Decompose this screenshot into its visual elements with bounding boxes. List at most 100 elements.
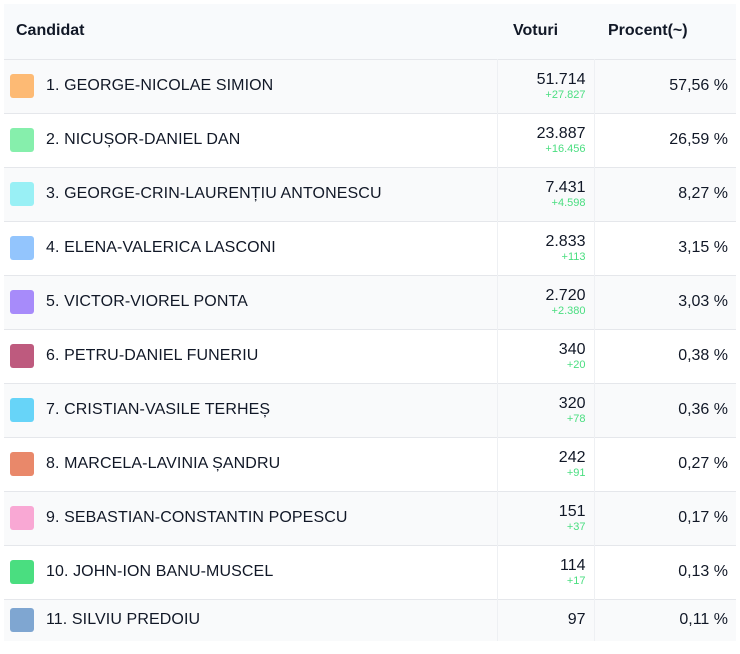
- candidate-cell: 8. MARCELA-LAVINIA ȘANDRU: [4, 437, 497, 491]
- table-row: 8. MARCELA-LAVINIA ȘANDRU 242 +91 0,27 %: [4, 437, 736, 491]
- candidate-cell: 4. ELENA-VALERICA LASCONI: [4, 221, 497, 275]
- percent-cell: 26,59 %: [593, 113, 736, 167]
- color-swatch-icon: [10, 344, 34, 368]
- votes-value: 97: [567, 611, 586, 629]
- table-row: 3. GEORGE-CRIN-LAURENȚIU ANTONESCU 7.431 +…: [4, 167, 736, 221]
- percent-value: 0,27 %: [678, 455, 728, 472]
- table-row: 2. NICUȘOR-DANIEL DAN 23.887 +16.456 26,59 …: [4, 113, 736, 167]
- candidate-cell: 7. CRISTIAN-VASILE TERHEȘ: [4, 383, 497, 437]
- percent-cell: 8,27 %: [593, 167, 736, 221]
- votes-cell: 2.833 +113: [496, 221, 594, 275]
- percent-value: 0,38 %: [678, 347, 728, 364]
- votes-value: 2.720: [545, 286, 586, 304]
- candidate-name: 7. CRISTIAN-VASILE TERHEȘ: [46, 401, 271, 418]
- candidate-name: 3. GEORGE-CRIN-LAURENȚIU ANTONESCU: [46, 185, 382, 202]
- percent-cell: 57,56 %: [593, 59, 736, 113]
- votes-wrap: 242 +91: [498, 448, 594, 479]
- votes-wrap: 2.720 +2.380: [498, 286, 594, 317]
- header-row: Candidat Voturi Procent(~): [4, 4, 736, 59]
- table-row: 9. SEBASTIAN-CONSTANTIN POPESCU 151 +37 0,1…: [4, 491, 736, 545]
- candidate-name-wrap: 11. SILVIU PREDOIU: [4, 608, 497, 633]
- color-swatch-icon: [10, 128, 34, 152]
- results-table-container: Candidat Voturi Procent(~) 1. GEORGE-NIC…: [4, 4, 736, 646]
- votes-wrap: 23.887 +16.456: [498, 124, 594, 155]
- votes-value: 23.887: [536, 124, 586, 142]
- percent-value: 0,36 %: [678, 401, 728, 418]
- table-row: 10. JOHN-ION BANU-MUSCEL 114 +17 0,13 %: [4, 545, 736, 599]
- candidate-cell: 5. VICTOR-VIOREL PONTA: [4, 275, 497, 329]
- votes-cell: 320 +78: [496, 383, 594, 437]
- candidate-name-wrap: 9. SEBASTIAN-CONSTANTIN POPESCU: [4, 506, 497, 530]
- votes-wrap: 340 +20: [498, 341, 594, 371]
- candidate-cell: 1. GEORGE-NICOLAE SIMION: [4, 59, 497, 113]
- candidate-name: 1. GEORGE-NICOLAE SIMION: [46, 77, 274, 94]
- candidate-name: 4. ELENA-VALERICA LASCONI: [46, 239, 276, 256]
- table-row: 1. GEORGE-NICOLAE SIMION 51.714 +27.827 57,…: [4, 59, 736, 113]
- header-percent: Procent(~): [608, 22, 688, 40]
- candidate-name: 6. PETRU-DANIEL FUNERIU: [46, 347, 259, 364]
- votes-delta: +78: [566, 412, 586, 425]
- votes-cell: 2.720 +2.380: [496, 275, 594, 329]
- votes-delta: +4.598: [551, 196, 586, 209]
- percent-cell: 0,38 %: [593, 329, 736, 383]
- votes-wrap: 51.714 +27.827: [498, 70, 594, 101]
- candidate-name-wrap: 8. MARCELA-LAVINIA ȘANDRU: [4, 452, 497, 476]
- table-row: 6. PETRU-DANIEL FUNERIU 340 +20 0,38 %: [4, 329, 736, 383]
- votes-value: 114: [559, 556, 586, 574]
- candidate-name: 2. NICUȘOR-DANIEL DAN: [46, 131, 241, 148]
- votes-delta: +113: [561, 250, 586, 263]
- votes-cell: 97: [496, 599, 594, 641]
- percent-value: 3,15 %: [678, 239, 728, 256]
- percent-cell: 0,36 %: [593, 383, 736, 437]
- color-swatch-icon: [10, 608, 34, 633]
- votes-value: 242: [558, 448, 586, 466]
- candidate-name: 5. VICTOR-VIOREL PONTA: [46, 293, 248, 310]
- table-row: 5. VICTOR-VIOREL PONTA 2.720 +2.380 3,03 %: [4, 275, 736, 329]
- candidate-cell: 9. SEBASTIAN-CONSTANTIN POPESCU: [4, 491, 497, 545]
- votes-delta: +17: [566, 574, 586, 587]
- candidate-name-wrap: 1. GEORGE-NICOLAE SIMION: [4, 74, 497, 98]
- candidate-name: 11. SILVIU PREDOIU: [46, 611, 201, 629]
- percent-value: 26,59 %: [669, 131, 728, 148]
- candidate-cell: 6. PETRU-DANIEL FUNERIU: [4, 329, 497, 383]
- table-row: 7. CRISTIAN-VASILE TERHEȘ 320 +78 0,36 %: [4, 383, 736, 437]
- percent-value: 8,27 %: [678, 185, 728, 202]
- percent-cell: 0,17 %: [593, 491, 736, 545]
- color-swatch-icon: [10, 290, 34, 314]
- color-swatch-icon: [10, 74, 34, 98]
- votes-value: 151: [558, 502, 586, 520]
- votes-value: 51.714: [536, 70, 586, 88]
- votes-cell: 7.431 +4.598: [496, 167, 594, 221]
- table-row: 4. ELENA-VALERICA LASCONI 2.833 +113 3,15 %: [4, 221, 736, 275]
- votes-delta: +37: [566, 520, 586, 533]
- percent-value: 0,11 %: [679, 611, 728, 629]
- votes-cell: 51.714 +27.827: [496, 59, 594, 113]
- votes-value: 2.833: [545, 232, 586, 250]
- color-swatch-icon: [10, 560, 34, 584]
- votes-delta: +2.380: [551, 304, 586, 317]
- table-body: 1. GEORGE-NICOLAE SIMION 51.714 +27.827 57,…: [4, 59, 736, 641]
- candidate-name-wrap: 3. GEORGE-CRIN-LAURENȚIU ANTONESCU: [4, 182, 497, 206]
- votes-delta: +16.456: [545, 142, 586, 155]
- votes-wrap: 2.833 +113: [498, 232, 594, 263]
- candidate-name-wrap: 5. VICTOR-VIOREL PONTA: [4, 290, 497, 314]
- percent-cell: 3,15 %: [593, 221, 736, 275]
- votes-value: 320: [558, 394, 586, 412]
- votes-wrap: 320 +78: [498, 394, 594, 425]
- percent-value: 57,56 %: [669, 77, 728, 94]
- votes-wrap: 97: [498, 612, 594, 628]
- table-row: 11. SILVIU PREDOIU 97 0,11 %: [4, 599, 736, 641]
- votes-cell: 151 +37: [496, 491, 594, 545]
- candidate-name: 8. MARCELA-LAVINIA ȘANDRU: [46, 455, 281, 472]
- candidate-name-wrap: 2. NICUȘOR-DANIEL DAN: [4, 128, 497, 152]
- candidate-cell: 11. SILVIU PREDOIU: [4, 599, 497, 641]
- votes-wrap: 7.431 +4.598: [498, 179, 594, 209]
- color-swatch-icon: [10, 236, 34, 260]
- votes-wrap: 151 +37: [498, 502, 594, 533]
- candidate-name-wrap: 4. ELENA-VALERICA LASCONI: [4, 236, 497, 260]
- header-candidate: Candidat: [16, 22, 85, 40]
- votes-delta: +27.827: [545, 88, 586, 101]
- color-swatch-icon: [10, 398, 34, 422]
- percent-value: 0,13 %: [678, 563, 728, 580]
- votes-wrap: 114 +17: [498, 556, 594, 587]
